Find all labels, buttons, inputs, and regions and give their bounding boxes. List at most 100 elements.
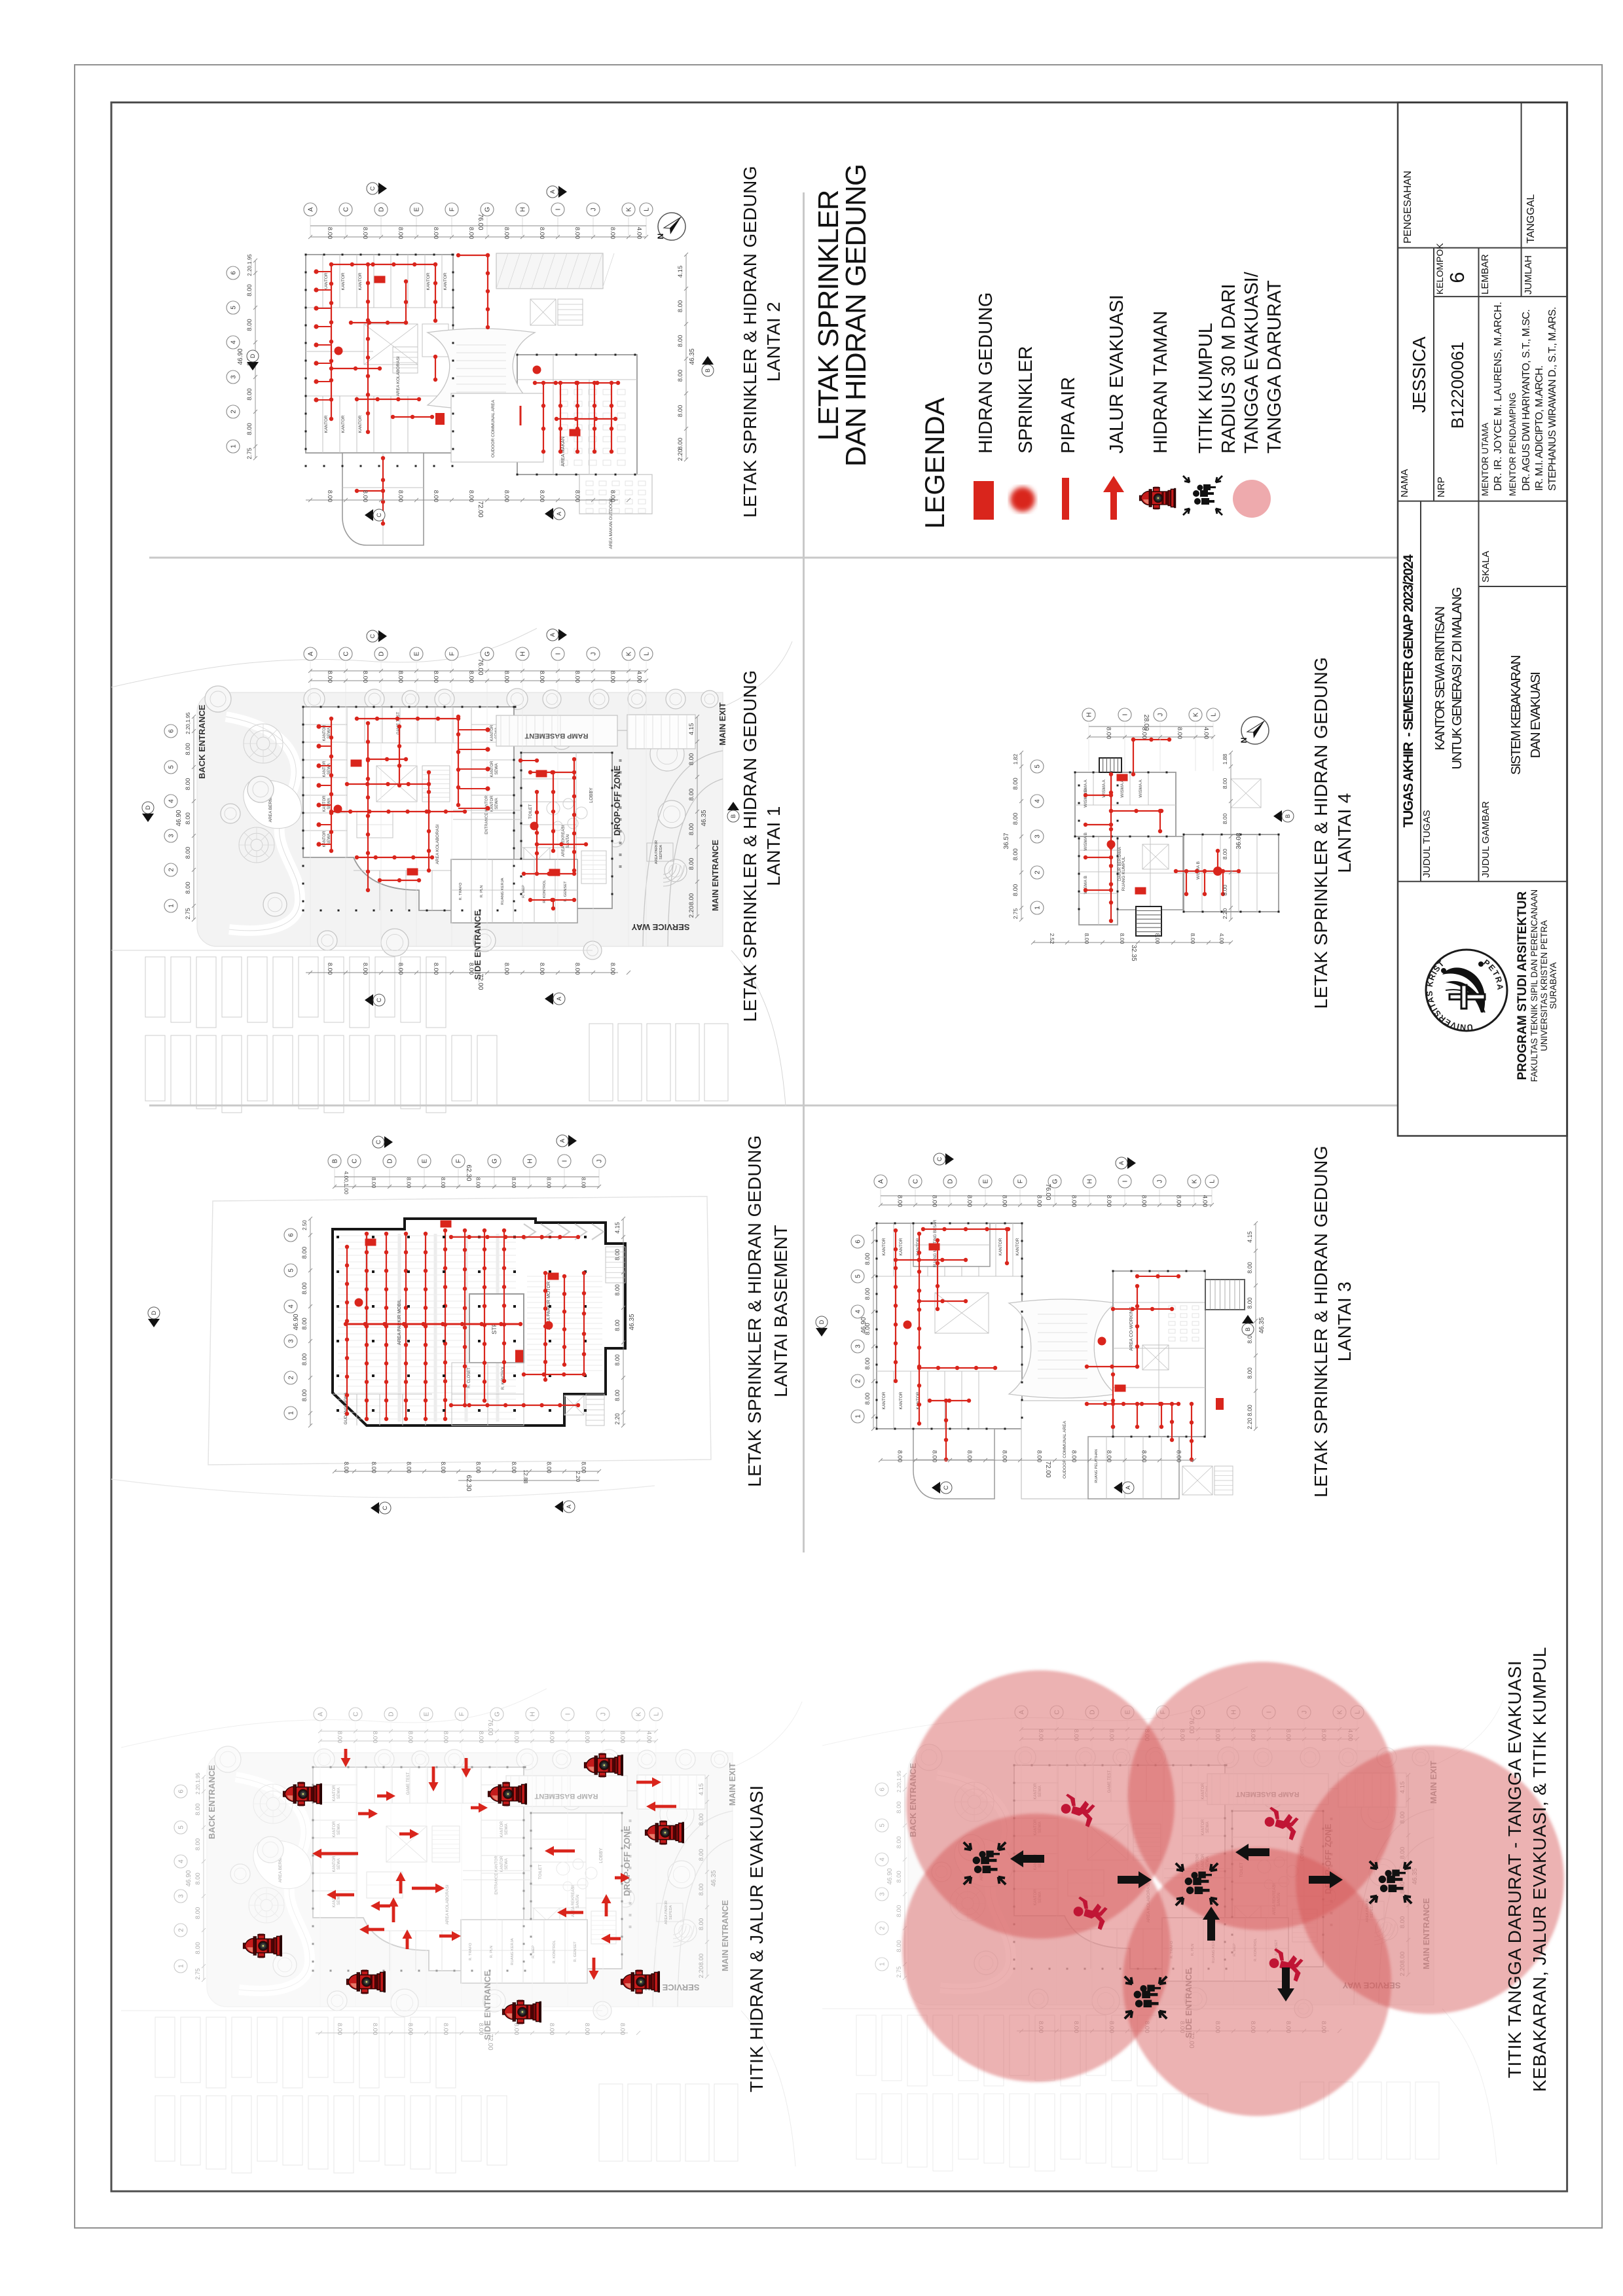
svg-text:8.00: 8.00	[931, 1450, 938, 1463]
svg-text:28.00: 28.00	[1142, 714, 1150, 730]
svg-text:AREA CO-WORKING: AREA CO-WORKING	[1129, 1306, 1134, 1351]
svg-text:H: H	[527, 1158, 534, 1163]
svg-text:C: C	[369, 634, 376, 638]
svg-text:8.00: 8.00	[864, 1323, 871, 1335]
svg-text:KANTOR: KANTOR	[426, 272, 431, 290]
svg-text:8.00: 8.00	[246, 319, 253, 331]
svg-text:OUDOOR COMMUNAL AREA: OUDOOR COMMUNAL AREA	[491, 399, 496, 457]
svg-text:8.00: 8.00	[301, 1247, 308, 1259]
svg-text:36.08: 36.08	[1235, 833, 1243, 849]
svg-text:A: A	[566, 1505, 572, 1509]
svg-text:KANTOR: KANTOR	[899, 1391, 903, 1409]
svg-text:8.00: 8.00	[677, 405, 684, 418]
svg-text:KANTOR: KANTOR	[916, 1391, 921, 1409]
svg-text:5: 5	[1034, 764, 1042, 768]
svg-text:8.00: 8.00	[326, 227, 333, 240]
svg-text:8.00: 8.00	[301, 1390, 308, 1402]
svg-text:A: A	[549, 633, 556, 637]
svg-text:AREA PARKIR MOBIL: AREA PARKIR MOBIL	[397, 1299, 402, 1345]
svg-text:5: 5	[230, 306, 238, 310]
svg-text:WISMA A: WISMA A	[1139, 780, 1143, 798]
svg-text:8.00: 8.00	[1012, 813, 1019, 825]
svg-text:8.00: 8.00	[397, 490, 404, 503]
svg-text:8.00: 8.00	[864, 1253, 871, 1265]
svg-text:8.00: 8.00	[1222, 848, 1228, 859]
svg-text:8.00: 8.00	[677, 300, 684, 313]
svg-text:8.00: 8.00	[546, 1462, 553, 1473]
svg-text:D: D	[378, 207, 386, 211]
svg-text:J: J	[596, 1160, 604, 1163]
svg-text:D: D	[387, 1158, 394, 1163]
svg-text:8.00: 8.00	[1070, 1195, 1078, 1208]
svg-text:F: F	[449, 207, 456, 211]
svg-text:8.00: 8.00	[1001, 1450, 1008, 1463]
svg-text:8.00: 8.00	[1012, 848, 1019, 861]
svg-text:2: 2	[288, 1376, 295, 1380]
svg-text:D: D	[818, 1319, 825, 1324]
svg-text:46.90: 46.90	[237, 348, 244, 365]
svg-text:2.20: 2.20	[575, 1471, 581, 1482]
svg-text:2.50: 2.50	[302, 1220, 308, 1230]
svg-text:76.00: 76.00	[477, 213, 484, 230]
svg-text:B: B	[1245, 1327, 1251, 1331]
svg-text:KANTOR: KANTOR	[1015, 1238, 1020, 1255]
svg-text:2.20: 2.20	[614, 1413, 621, 1425]
svg-text:1.88: 1.88	[1222, 753, 1228, 764]
svg-text:8.00: 8.00	[1001, 1195, 1008, 1208]
svg-text:C: C	[936, 1157, 943, 1161]
svg-text:46.35: 46.35	[689, 348, 696, 365]
svg-text:8.00: 8.00	[1119, 933, 1125, 944]
svg-text:4: 4	[1034, 799, 1042, 803]
svg-text:8.00: 8.00	[581, 1462, 587, 1473]
svg-text:4.00: 4.00	[1203, 727, 1210, 740]
svg-text:2.20: 2.20	[677, 449, 684, 461]
svg-text:4.00,1.00: 4.00,1.00	[343, 1171, 350, 1194]
svg-text:4.00: 4.00	[1201, 1195, 1209, 1208]
svg-text:STP: STP	[491, 1323, 498, 1335]
svg-text:8.00: 8.00	[440, 1177, 447, 1189]
svg-text:46.35: 46.35	[629, 1314, 636, 1330]
svg-text:8.00: 8.00	[864, 1288, 871, 1300]
svg-text:8.00: 8.00	[1190, 933, 1196, 944]
svg-text:8.00: 8.00	[371, 1462, 377, 1473]
svg-text:KANTOR: KANTOR	[358, 415, 363, 433]
svg-text:4: 4	[230, 340, 238, 344]
svg-text:H: H	[1086, 712, 1093, 717]
svg-text:I: I	[1122, 1181, 1129, 1183]
svg-text:3: 3	[230, 375, 238, 379]
svg-text:G: G	[492, 1158, 499, 1164]
svg-text:4.00: 4.00	[636, 227, 643, 240]
svg-text:8.00: 8.00	[371, 1177, 377, 1189]
svg-text:L: L	[644, 207, 651, 211]
svg-text:A: A	[559, 1139, 566, 1143]
svg-text:8.00: 8.00	[432, 227, 439, 240]
svg-text:8.00: 8.00	[677, 335, 684, 348]
svg-text:8.00: 8.00	[574, 490, 581, 503]
svg-text:8.00: 8.00	[361, 227, 369, 240]
svg-text:KANTOR: KANTOR	[998, 1238, 1003, 1255]
svg-text:R. CLOSET: R. CLOSET	[467, 1367, 471, 1388]
svg-text:8.00: 8.00	[1084, 933, 1090, 944]
svg-text:8.00: 8.00	[966, 1450, 973, 1463]
svg-text:J: J	[591, 208, 598, 211]
svg-text:WISMA B: WISMA B	[1084, 833, 1088, 851]
svg-text:8.00: 8.00	[864, 1393, 871, 1405]
svg-text:8.00: 8.00	[538, 490, 545, 503]
svg-text:8.00: 8.00	[1140, 1450, 1148, 1463]
svg-text:8.00: 8.00	[1105, 727, 1112, 740]
svg-text:8.00: 8.00	[440, 1462, 447, 1473]
svg-text:A: A	[556, 997, 562, 1001]
svg-text:PETRA: PETRA	[1482, 958, 1505, 991]
svg-text:8.00: 8.00	[1105, 1195, 1112, 1208]
svg-text:KANTOR: KANTOR	[341, 415, 346, 433]
svg-text:A: A	[556, 512, 562, 516]
svg-text:2: 2	[1034, 870, 1042, 874]
svg-text:3: 3	[288, 1339, 295, 1343]
svg-text:8.00: 8.00	[301, 1318, 308, 1330]
svg-text:36.57: 36.57	[1003, 833, 1010, 849]
svg-text:2.20: 2.20	[1222, 908, 1228, 919]
svg-text:3: 3	[1034, 834, 1042, 838]
svg-text:UNIVERSITAS KRISTEN: UNIVERSITAS KRISTEN	[0, 959, 1473, 2296]
svg-text:12.88: 12.88	[522, 1469, 529, 1484]
svg-text:8.00: 8.00	[475, 1177, 482, 1189]
